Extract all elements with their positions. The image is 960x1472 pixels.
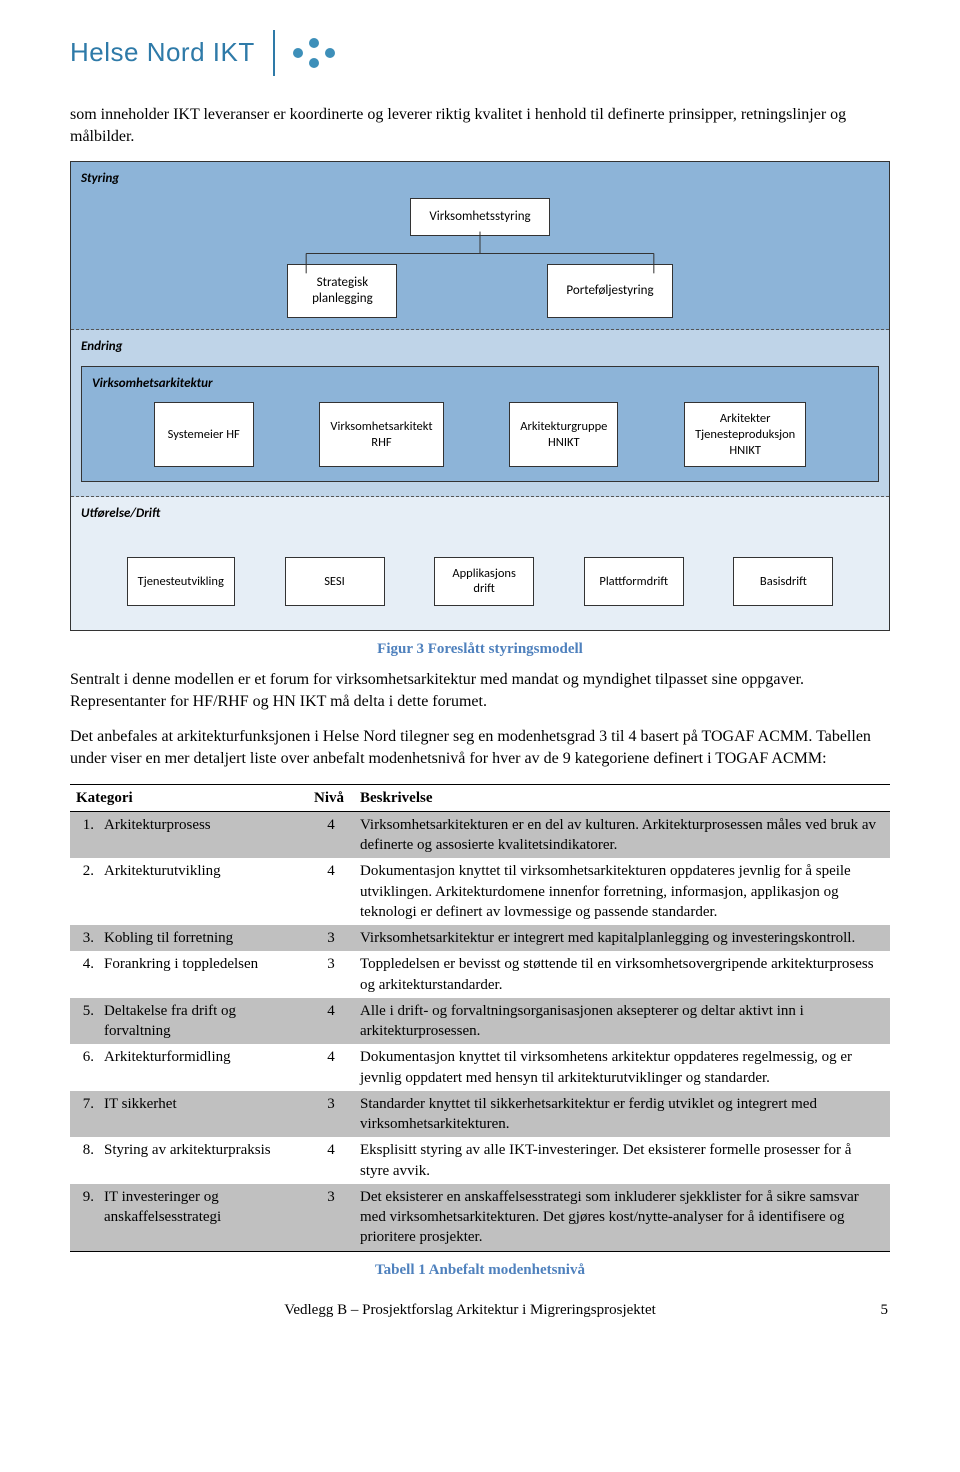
figure-caption: Figur 3 Foreslått styringsmodell: [70, 639, 890, 659]
cell-category: Kobling til forretning: [98, 925, 308, 951]
box-systemeier: Systemeier HF: [154, 402, 254, 467]
logo-text: Helse Nord IKT: [70, 35, 255, 70]
paragraph-2: Sentralt i denne modellen er et forum fo…: [70, 669, 890, 712]
box-basisdrift: Basisdrift: [733, 557, 833, 606]
diagram-section-endring: Endring Virksomhetsarkitektur Systemeier…: [71, 330, 889, 497]
cell-level: 3: [308, 951, 354, 998]
cell-num: 7.: [70, 1091, 98, 1138]
cell-num: 2.: [70, 858, 98, 925]
cell-description: Det eksisterer en anskaffelsesstrategi s…: [354, 1184, 890, 1251]
paragraph-3: Det anbefales at arkitekturfunksjonen i …: [70, 726, 890, 769]
cell-description: Eksplisitt styring av alle IKT-investeri…: [354, 1137, 890, 1184]
page-number: 5: [868, 1300, 888, 1320]
cell-category: Forankring i toppledelsen: [98, 951, 308, 998]
box-sesi: SESI: [285, 557, 385, 606]
footer-text: Vedlegg B – Prosjektforslag Arkitektur i…: [284, 1300, 656, 1320]
cell-category: IT investeringer og anskaffelsesstrategi: [98, 1184, 308, 1251]
logo-dots-icon: [293, 38, 339, 68]
box-virksomhetsstyring: Virksomhetsstyring: [410, 198, 549, 236]
box-strategisk: Strategisk planlegging: [287, 264, 397, 319]
cell-category: Styring av arkitekturpraksis: [98, 1137, 308, 1184]
th-kategori: Kategori: [70, 784, 308, 811]
table-row: 5.Deltakelse fra drift og forvaltning4Al…: [70, 998, 890, 1045]
cell-description: Dokumentasjon knyttet til virksomhetsark…: [354, 858, 890, 925]
box-portefolje: Porteføljestyring: [547, 264, 672, 319]
va-label: Virksomhetsarkitektur: [92, 375, 868, 393]
table-header-row: Kategori Nivå Beskrivelse: [70, 784, 890, 811]
cell-num: 5.: [70, 998, 98, 1045]
table-row: 9.IT investeringer og anskaffelsesstrate…: [70, 1184, 890, 1251]
cell-level: 4: [308, 858, 354, 925]
cell-category: Deltakelse fra drift og forvaltning: [98, 998, 308, 1045]
table-row: 6.Arkitekturformidling4Dokumentasjon kny…: [70, 1044, 890, 1091]
cell-level: 4: [308, 811, 354, 858]
box-tjenesteutvikling: Tjenesteutvikling: [127, 557, 235, 606]
th-beskrivelse: Beskrivelse: [354, 784, 890, 811]
table-row: 4.Forankring i toppledelsen3Toppledelsen…: [70, 951, 890, 998]
endring-label: Endring: [81, 338, 879, 356]
table-row: 3.Kobling til forretning3Virksomhetsarki…: [70, 925, 890, 951]
cell-category: Arkitekturutvikling: [98, 858, 308, 925]
box-arkitekturgruppe: Arkitekturgruppe HNIKT: [509, 402, 618, 467]
cell-level: 4: [308, 998, 354, 1045]
cell-description: Virksomhetsarkitekturen er en del av kul…: [354, 811, 890, 858]
cell-level: 3: [308, 1091, 354, 1138]
box-virksomhetsarkitekt-rhf: Virksomhetsarkitekt RHF: [319, 402, 443, 467]
cell-num: 8.: [70, 1137, 98, 1184]
cell-category: Arkitekturprosess: [98, 811, 308, 858]
logo-part-a: Helse Nord: [70, 37, 205, 67]
cell-level: 3: [308, 1184, 354, 1251]
cell-level: 4: [308, 1044, 354, 1091]
page-header: Helse Nord IKT: [70, 30, 890, 76]
logo-part-b: IKT: [213, 37, 255, 67]
logo-divider: [273, 30, 275, 76]
governance-diagram: Styring Virksomhetsstyring Strategisk pl…: [70, 161, 890, 631]
table-row: 7.IT sikkerhet3Standarder knyttet til si…: [70, 1091, 890, 1138]
cell-description: Standarder knyttet til sikkerhetsarkitek…: [354, 1091, 890, 1138]
table-caption: Tabell 1 Anbefalt modenhetsnivå: [70, 1260, 890, 1280]
th-niva: Nivå: [308, 784, 354, 811]
cell-description: Alle i drift- og forvaltningsorganisasjo…: [354, 998, 890, 1045]
cell-category: Arkitekturformidling: [98, 1044, 308, 1091]
box-arkitekter-tjeneste: Arkitekter Tjenesteproduksjon HNIKT: [684, 402, 806, 467]
cell-num: 9.: [70, 1184, 98, 1251]
table-row: 1.Arkitekturprosess4Virksomhetsarkitektu…: [70, 811, 890, 858]
box-applikasjonsdrift: Applikasjons drift: [434, 557, 534, 606]
cell-description: Toppledelsen er bevisst og støttende til…: [354, 951, 890, 998]
cell-num: 4.: [70, 951, 98, 998]
cell-level: 4: [308, 1137, 354, 1184]
utforelse-label: Utførelse/Drift: [81, 505, 879, 523]
box-plattformdrift: Plattformdrift: [584, 557, 684, 606]
cell-description: Dokumentasjon knyttet til virksomhetens …: [354, 1044, 890, 1091]
page-footer: Vedlegg B – Prosjektforslag Arkitektur i…: [70, 1300, 890, 1320]
va-panel: Virksomhetsarkitektur Systemeier HF Virk…: [81, 366, 879, 482]
styring-label: Styring: [81, 170, 879, 188]
cell-num: 1.: [70, 811, 98, 858]
table-row: 2.Arkitekturutvikling4Dokumentasjon knyt…: [70, 858, 890, 925]
cell-num: 6.: [70, 1044, 98, 1091]
table-row: 8.Styring av arkitekturpraksis4Eksplisit…: [70, 1137, 890, 1184]
cell-level: 3: [308, 925, 354, 951]
cell-num: 3.: [70, 925, 98, 951]
cell-description: Virksomhetsarkitektur er integrert med k…: [354, 925, 890, 951]
diagram-section-utforelse: Utførelse/Drift Tjenesteutvikling SESI A…: [71, 497, 889, 630]
maturity-table: Kategori Nivå Beskrivelse 1.Arkitekturpr…: [70, 784, 890, 1252]
diagram-section-styring: Styring Virksomhetsstyring Strategisk pl…: [71, 162, 889, 330]
cell-category: IT sikkerhet: [98, 1091, 308, 1138]
intro-paragraph: som inneholder IKT leveranser er koordin…: [70, 104, 890, 147]
